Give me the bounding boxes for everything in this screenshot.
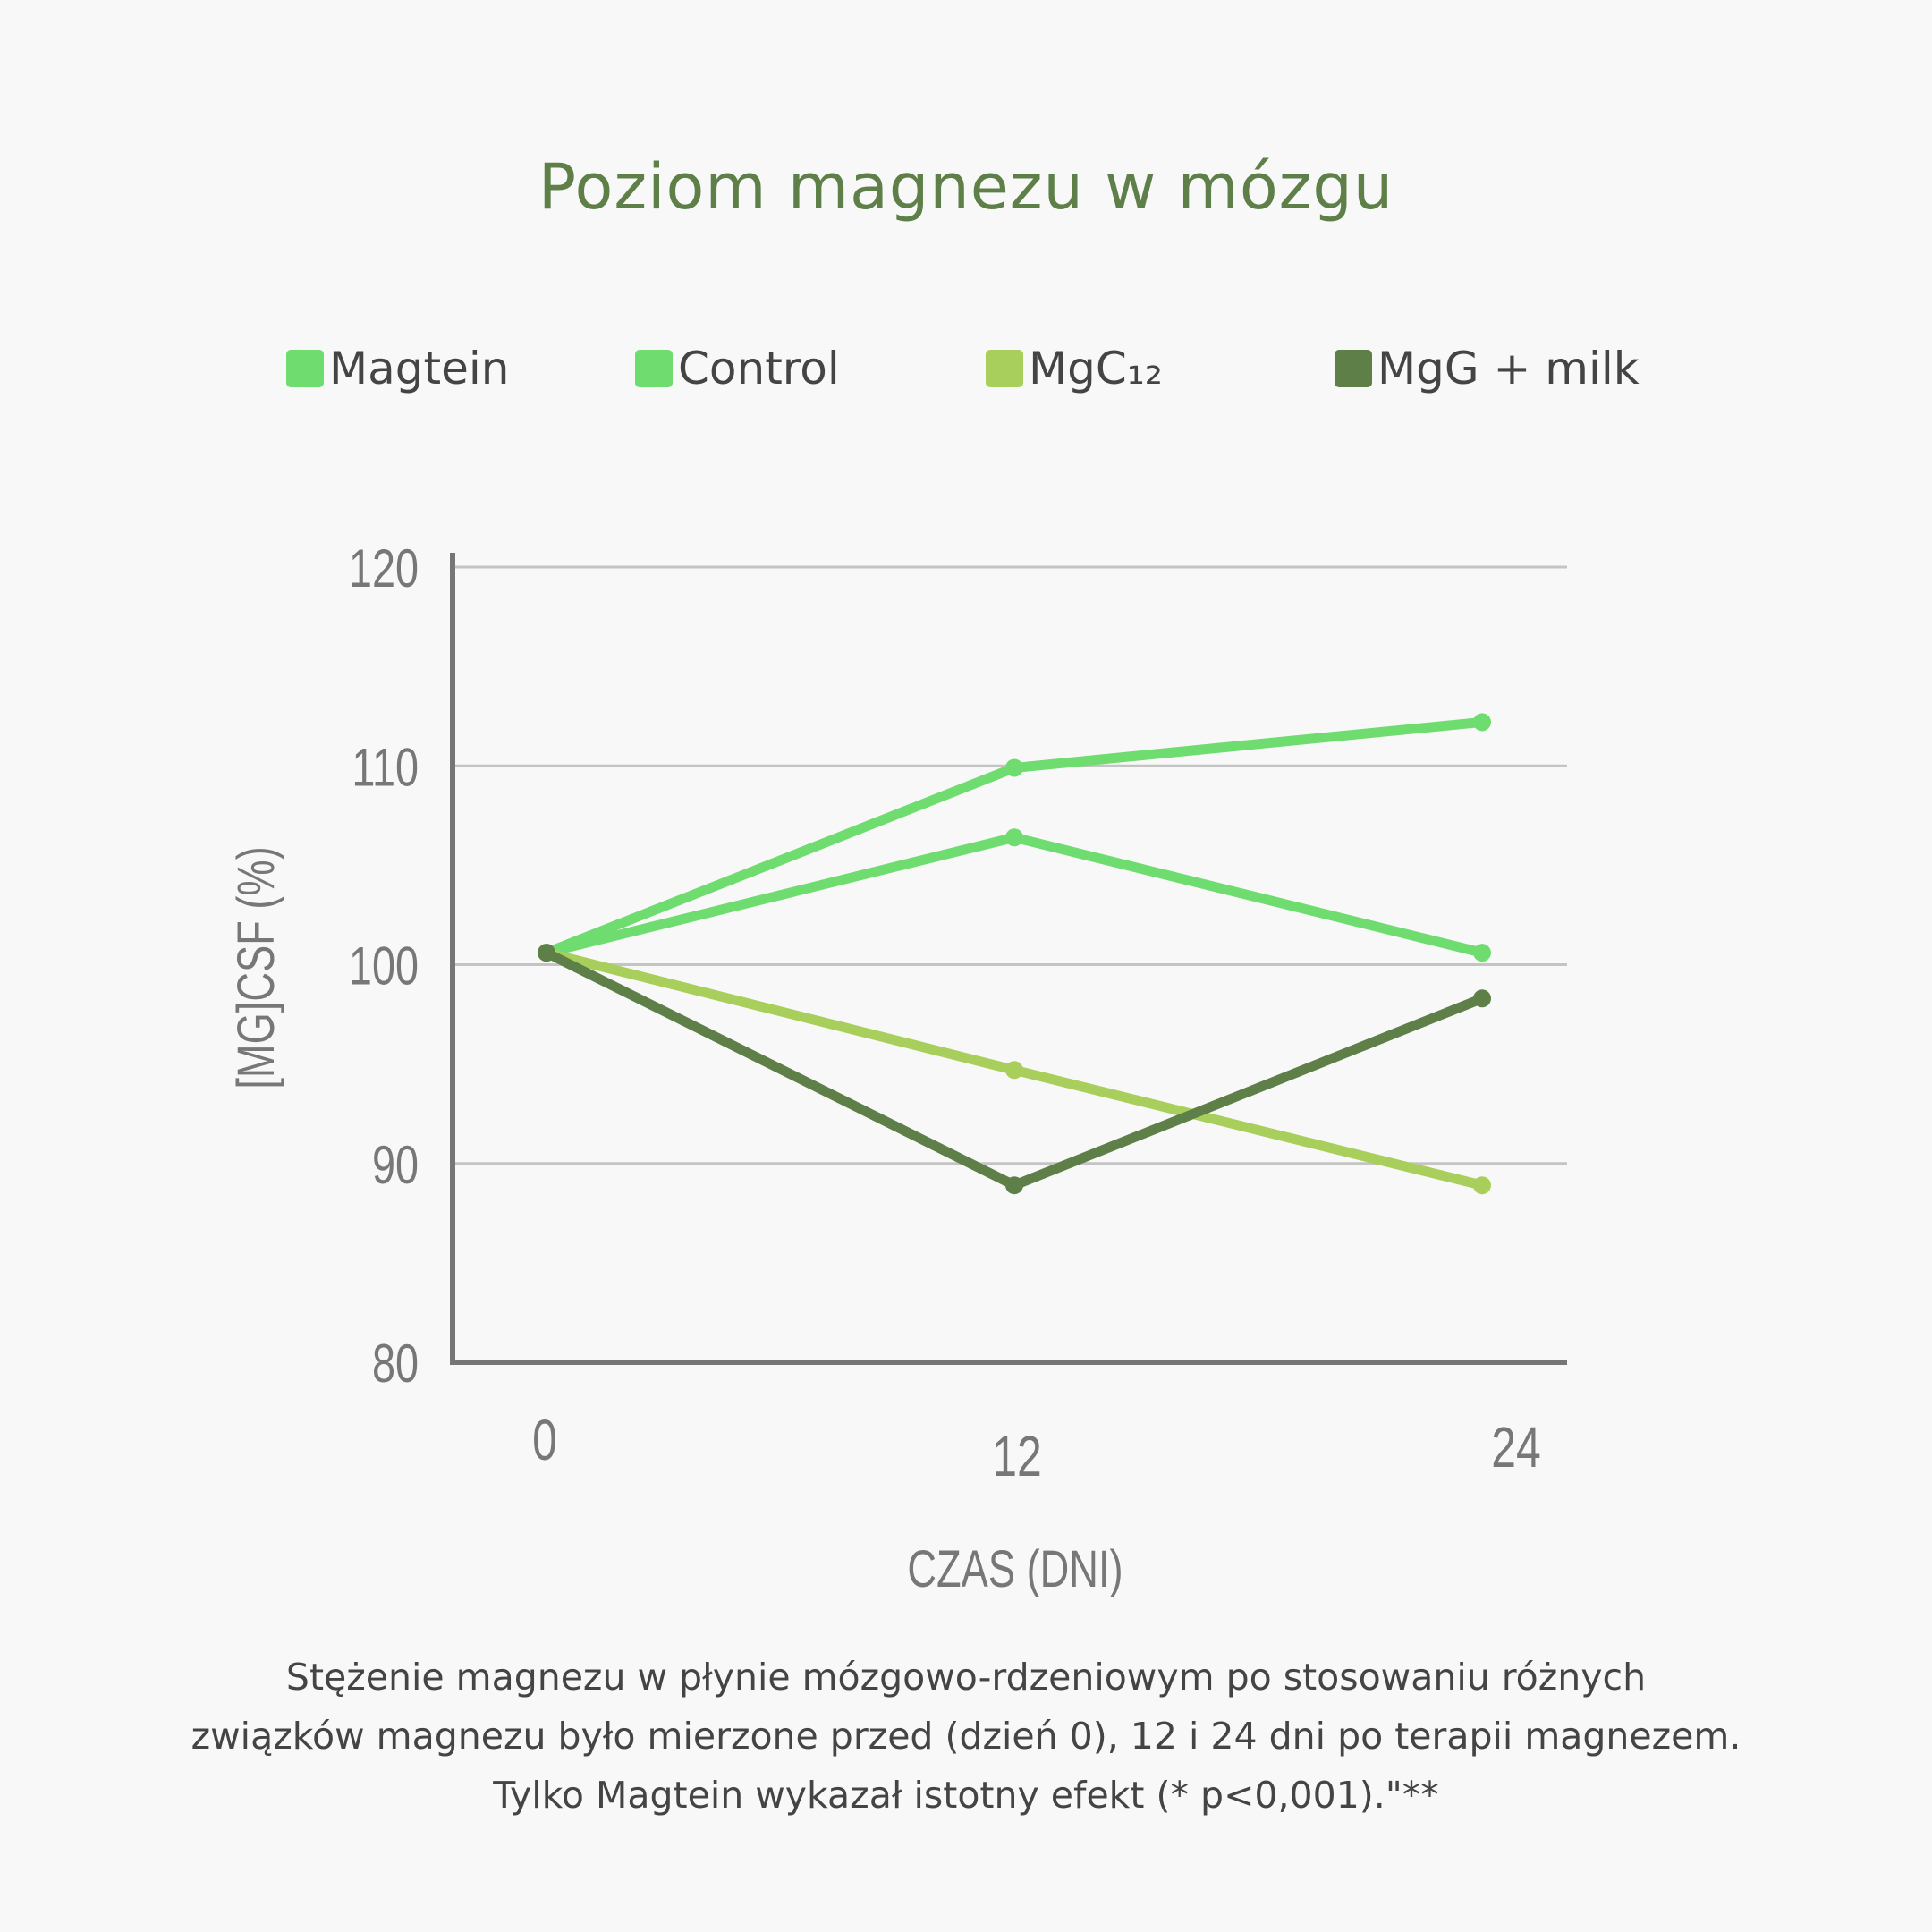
series-mgg-milk	[538, 944, 1491, 1195]
data-point-mgg-milk-24	[1473, 989, 1491, 1008]
legend-label-mgc12: MgC₁₂	[1029, 343, 1163, 394]
legend-swatch-mgg-milk	[1335, 350, 1372, 387]
x-axis-title: CZAS (DNI)	[907, 1541, 1123, 1599]
series	[538, 713, 1491, 1195]
x-tick-label-0: 0	[532, 1409, 557, 1472]
x-tick-label-24: 24	[1491, 1416, 1541, 1479]
data-point-mgc-24	[1473, 1176, 1491, 1195]
legend-item-mgg-milk: MgG + milk	[1335, 342, 1640, 395]
y-tick-labels: 80 90 100 110 120	[349, 538, 419, 1394]
legend-item-mgc12: MgC₁₂	[986, 342, 1163, 395]
x-tick-labels: 0 12 24	[532, 1409, 1541, 1488]
legend-item-magtein: Magtein	[286, 342, 509, 395]
legend-label-control: Control	[678, 343, 840, 394]
caption-line-2: związków magnezu było mierzone przed (dz…	[191, 1715, 1741, 1758]
data-point-magtein-24	[1473, 713, 1491, 732]
y-tick-label-110: 110	[352, 738, 419, 798]
legend-swatch-mgc12	[986, 350, 1023, 387]
axes	[450, 553, 1567, 1365]
x-tick-label-12: 12	[992, 1425, 1042, 1488]
caption-line-3: Tylko Magtein wykazał istotny efekt (* p…	[493, 1774, 1439, 1817]
y-tick-label-80: 80	[372, 1334, 419, 1394]
data-point-mgg-milk-12	[1005, 1176, 1023, 1195]
y-tick-label-120: 120	[349, 538, 419, 598]
legend-item-control: Control	[635, 342, 840, 395]
legend-label-mgg-milk: MgG + milk	[1377, 343, 1640, 394]
legend-label-magtein: Magtein	[329, 343, 510, 394]
chart-title: Poziom magnezu w mózgu	[538, 150, 1394, 224]
line-chart: 80 90 100 110 120 0 12 24 CZAS (DNI) [MG]CSF (…	[228, 538, 1567, 1599]
chart-caption: Stężenie magnezu w płynie mózgowo-rdzeni…	[54, 1648, 1878, 1825]
data-point-magtein-12	[1005, 758, 1023, 777]
caption-line-1: Stężenie magnezu w płynie mózgowo-rdzeni…	[285, 1656, 1647, 1699]
data-point-control-12	[1005, 828, 1023, 847]
series-mgc	[538, 944, 1491, 1195]
y-axis-title: [MG]CSF (%)	[228, 846, 286, 1089]
data-point-control-24	[1473, 944, 1491, 962]
legend-swatch-control	[635, 350, 673, 387]
y-tick-label-90: 90	[372, 1135, 419, 1195]
data-point-mgg-milk-0	[538, 944, 555, 962]
data-point-mgc-12	[1005, 1061, 1023, 1080]
legend-swatch-magtein	[286, 350, 324, 387]
y-tick-label-100: 100	[349, 936, 419, 996]
